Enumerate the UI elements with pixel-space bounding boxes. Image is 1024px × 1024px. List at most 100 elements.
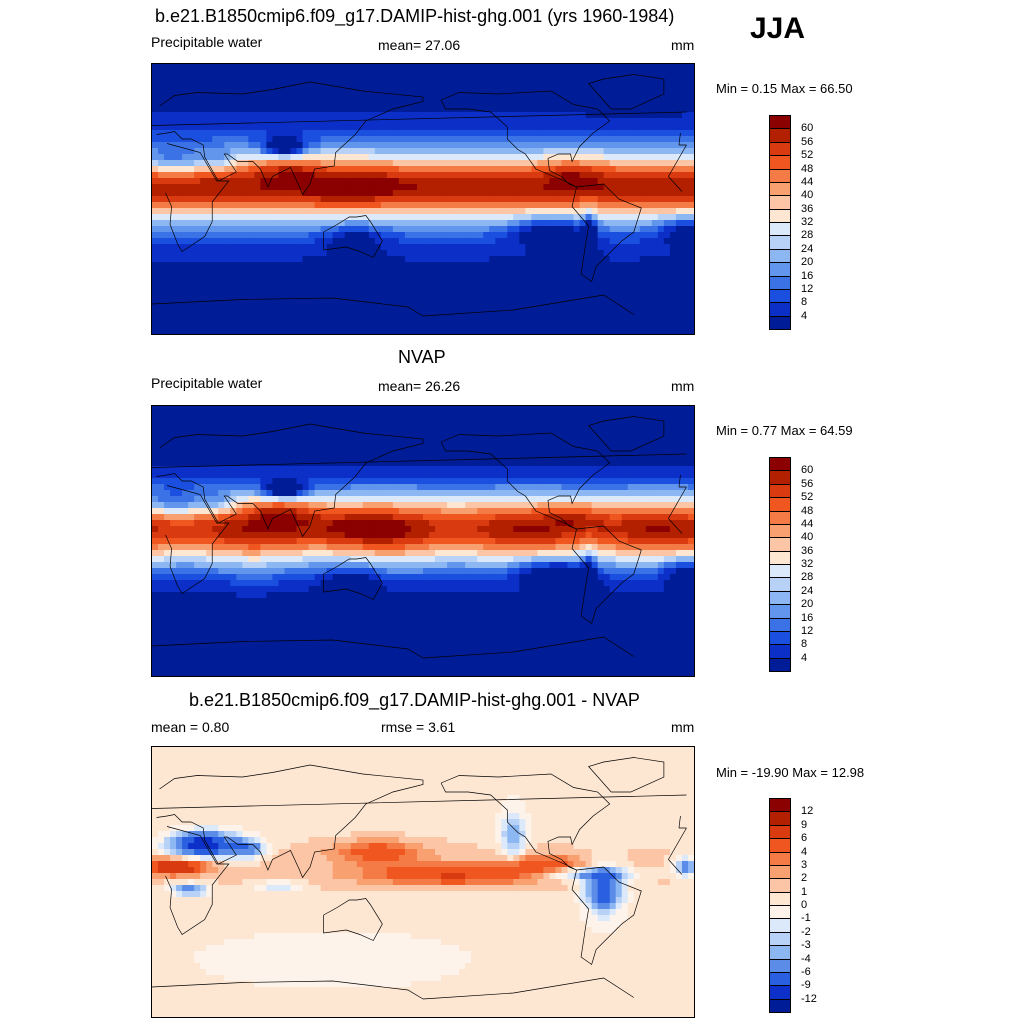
contour-cell (621, 82, 629, 89)
contour-cell (579, 148, 587, 155)
contour-cell (356, 70, 364, 77)
contour-cell (597, 316, 605, 323)
contour-cell (170, 76, 177, 83)
contour-cell (254, 292, 261, 299)
contour-cell (338, 124, 346, 131)
contour-cell (495, 316, 502, 323)
contour-cell (326, 136, 334, 143)
contour-cell (218, 436, 225, 443)
contour-cell (320, 316, 328, 323)
contour-cell (669, 136, 677, 143)
contour-cell (290, 448, 297, 455)
contour-cell (549, 448, 556, 455)
contour-cell (429, 112, 436, 119)
contour-cell (507, 64, 514, 71)
contour-cell (164, 160, 171, 167)
contour-cell (206, 310, 213, 317)
contour-cell (537, 82, 544, 89)
contour-cell (182, 106, 189, 113)
contour-cell (182, 226, 189, 233)
contour-cell (272, 286, 279, 293)
contour-cell (579, 238, 587, 245)
contour-cell (158, 226, 165, 233)
contour-cell (152, 70, 159, 77)
contour-cell (687, 244, 694, 251)
contour-cell (633, 202, 641, 209)
contour-cell (555, 310, 562, 317)
contour-cell (495, 250, 502, 257)
contour-cell (531, 406, 538, 413)
contour-cell (224, 88, 231, 95)
contour-cell (278, 64, 285, 71)
contour-cell (350, 268, 358, 275)
contour-cell (212, 244, 219, 251)
contour-cell (573, 220, 581, 227)
contour-cell (290, 142, 297, 149)
contour-cell (483, 262, 490, 269)
contour-cell (386, 274, 394, 281)
contour-cell (176, 220, 183, 227)
contour-cell (585, 142, 593, 149)
contour-cell (651, 220, 659, 227)
contour-cell (573, 316, 581, 323)
contour-cell (296, 286, 304, 293)
contour-cell (314, 70, 322, 77)
contour-cell (410, 328, 418, 334)
contour-cell (332, 214, 340, 221)
contour-cell (561, 226, 568, 233)
contour-cell (513, 214, 520, 221)
contour-cell (441, 412, 448, 419)
contour-cell (495, 220, 502, 227)
contour-cell (320, 202, 328, 209)
panel-2-map (151, 405, 695, 677)
contour-cell (194, 316, 201, 323)
contour-cell (302, 214, 310, 221)
contour-cell (218, 148, 225, 155)
contour-cell (362, 310, 370, 317)
contour-cell (260, 418, 267, 425)
contour-cell (374, 226, 382, 233)
contour-cell (398, 148, 406, 155)
contour-cell (591, 112, 599, 119)
contour-cell (260, 142, 267, 149)
contour-cell (242, 412, 249, 419)
contour-cell (447, 226, 454, 233)
contour-cell (398, 112, 406, 119)
contour-cell (290, 328, 297, 334)
contour-cell (603, 310, 611, 317)
contour-cell (158, 310, 165, 317)
contour-cell (675, 322, 683, 329)
contour-cell (170, 214, 177, 221)
contour-cell (362, 136, 370, 143)
contour-cell (326, 274, 334, 281)
contour-cell (609, 286, 617, 293)
contour-cell (404, 412, 412, 419)
contour-cell (687, 430, 694, 437)
contour-cell (158, 262, 165, 269)
contour-cell (164, 214, 171, 221)
contour-cell (182, 172, 189, 179)
contour-cell (651, 214, 659, 221)
contour-cell (651, 142, 659, 149)
contour-cell (453, 94, 460, 101)
contour-cell (266, 172, 273, 179)
contour-cell (471, 112, 478, 119)
contour-cell (374, 124, 382, 131)
contour-cell (374, 244, 382, 251)
contour-cell (308, 232, 316, 239)
contour-cell (591, 142, 599, 149)
contour-cell (423, 142, 430, 149)
contour-cell (356, 328, 364, 334)
contour-cell (513, 166, 520, 173)
contour-cell (513, 100, 520, 107)
contour-cell (675, 112, 683, 119)
contour-cell (477, 268, 484, 275)
contour-cell (669, 232, 677, 239)
contour-cell (507, 268, 514, 275)
contour-cell (663, 112, 671, 119)
contour-cell (531, 220, 538, 227)
contour-cell (218, 88, 225, 95)
contour-cell (158, 214, 165, 221)
contour-cell (248, 316, 255, 323)
contour-cell (657, 76, 665, 83)
